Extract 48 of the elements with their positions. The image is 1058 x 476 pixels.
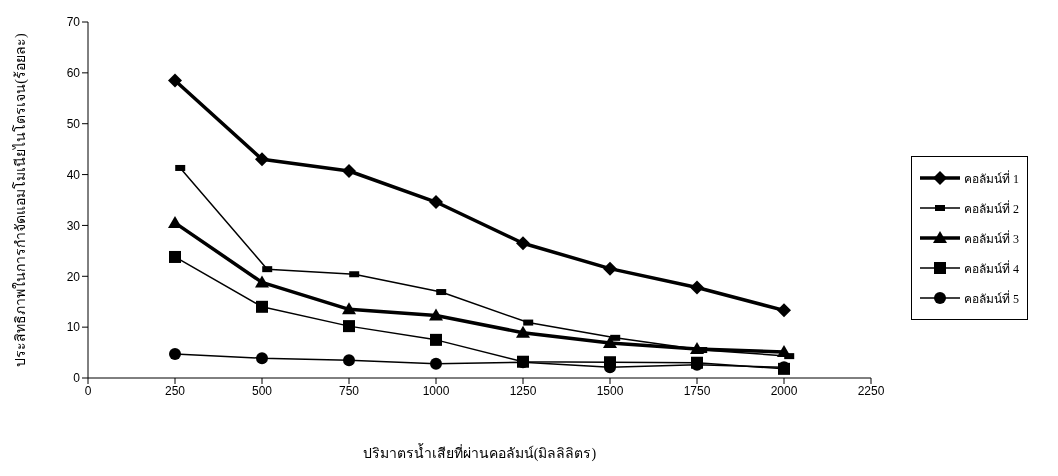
point <box>690 280 704 295</box>
y-tick-label: 50 <box>66 116 81 131</box>
x-tick-label: 0 <box>84 383 92 398</box>
point <box>430 357 442 370</box>
point <box>342 302 356 315</box>
x-tick-label: 500 <box>251 383 273 398</box>
point <box>516 236 530 251</box>
point <box>169 250 181 263</box>
x-axis-title: ปริมาตรน้ำเสียที่ผ่านคอลัมน์(มิลลิลิตร) <box>362 442 597 462</box>
point <box>343 320 355 333</box>
x-tick-label: 1750 <box>683 383 711 398</box>
legend-label: คอลัมน์ที่ 2 <box>964 199 1019 218</box>
y-tick-label: 30 <box>66 218 81 233</box>
point <box>430 333 442 346</box>
x-tick-label: 750 <box>338 383 360 398</box>
legend-label: คอลัมน์ที่ 4 <box>964 259 1019 278</box>
y-axis-title: ประสิทธิภาพในการกำจัดแอมโมเนียไนโตรเจน(ร้อยละ) <box>11 33 29 367</box>
point <box>429 195 443 210</box>
y-tick-label: 60 <box>66 66 81 81</box>
point <box>429 308 443 321</box>
point <box>168 215 182 228</box>
x-tick-label: 1000 <box>422 383 450 398</box>
point <box>603 335 617 348</box>
y-tick-label: 10 <box>66 320 81 335</box>
y-tick-label: 40 <box>66 167 81 182</box>
x-tick-label: 1250 <box>509 383 537 398</box>
x-tick-label: 1500 <box>596 383 624 398</box>
point <box>603 261 617 276</box>
point <box>343 354 355 367</box>
y-tick-label: 0 <box>73 371 81 386</box>
point <box>256 300 268 313</box>
legend-label: คอลัมน์ที่ 3 <box>964 229 1019 248</box>
x-tick-label: 2000 <box>770 383 798 398</box>
x-tick-label: 250 <box>164 383 186 398</box>
point <box>604 356 616 369</box>
x-tick-label: 2250 <box>857 383 885 398</box>
y-tick-label: 70 <box>66 15 81 30</box>
point <box>169 348 181 361</box>
point <box>342 164 356 179</box>
legend-label: คอลัมน์ที่ 5 <box>964 289 1019 308</box>
point <box>255 275 269 288</box>
point <box>516 325 530 338</box>
y-tick-label: 20 <box>66 269 81 284</box>
legend-label: คอลัมน์ที่ 1 <box>964 169 1019 188</box>
point <box>777 303 791 318</box>
point <box>255 152 269 167</box>
point <box>168 73 182 88</box>
point <box>256 352 268 365</box>
